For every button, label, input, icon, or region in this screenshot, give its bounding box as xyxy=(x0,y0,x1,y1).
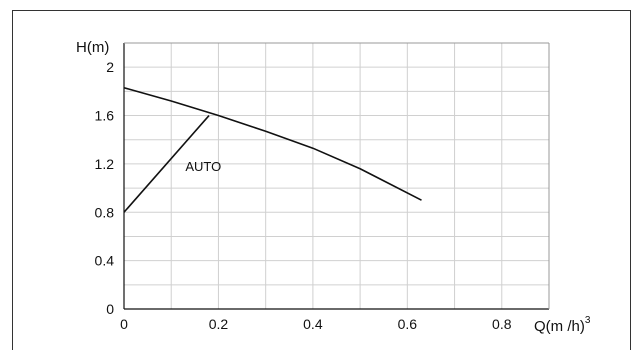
auto-curve-line xyxy=(123,115,210,213)
y-tick-label: 0 xyxy=(106,301,114,317)
axes xyxy=(123,42,550,310)
y-tick-label: 1.6 xyxy=(95,108,115,124)
x-axis-label-main: Q(m /h) xyxy=(534,318,585,335)
grid xyxy=(124,42,550,309)
x-axis-label-superscript: 3 xyxy=(585,315,591,326)
x-tick-label: 0 xyxy=(120,316,128,332)
x-tick-label: 0.2 xyxy=(209,316,229,332)
x-tick-label: 0.8 xyxy=(492,316,512,332)
annotation-auto: AUTO xyxy=(185,159,221,174)
chart-frame xyxy=(12,10,631,350)
y-tick-label: 2 xyxy=(106,59,114,75)
y-axis-label: H(m) xyxy=(76,39,109,56)
y-tick-label: 0.8 xyxy=(95,204,115,220)
x-tick-label: 0.4 xyxy=(303,316,323,332)
x-axis-label: Q(m /h)3 xyxy=(534,315,591,335)
y-tick-label: 1.2 xyxy=(95,156,115,172)
y-tick-label: 0.4 xyxy=(95,253,115,269)
tick-labels: 0 0.4 0.8 1.2 1.6 2 0 0.2 0.4 0.6 0.8 xyxy=(95,59,512,332)
series-layer xyxy=(123,86,422,213)
pump-curve-line xyxy=(123,86,422,201)
x-tick-label: 0.6 xyxy=(398,316,418,332)
pump-curve-chart: 0 0.4 0.8 1.2 1.6 2 0 0.2 0.4 0.6 0.8 H(m) Q(m /h)… xyxy=(76,39,591,335)
